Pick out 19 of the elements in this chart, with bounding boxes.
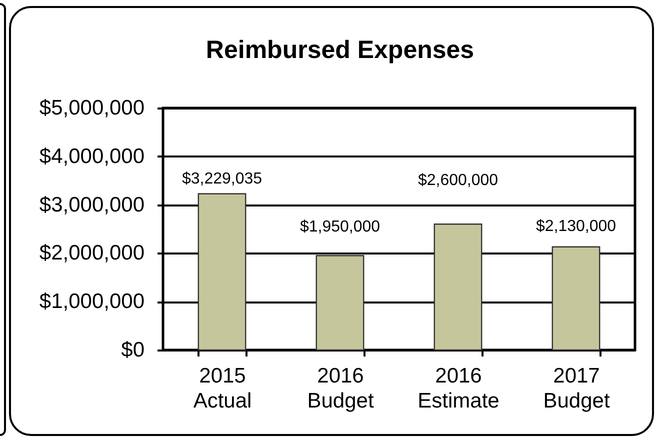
data-label: $2,600,000 xyxy=(418,172,498,190)
x-tick-label: 2016 Estimate xyxy=(418,364,500,412)
y-tick-label: $5,000,000 xyxy=(39,96,144,120)
bar xyxy=(552,246,600,351)
bar xyxy=(198,193,246,351)
data-label: $2,130,000 xyxy=(536,218,616,235)
y-tick-label: $2,000,000 xyxy=(39,242,144,265)
data-label: $3,229,035 xyxy=(182,170,262,188)
bar xyxy=(316,255,364,351)
x-tick-label: 2015 Actual xyxy=(193,364,252,412)
bar xyxy=(434,224,482,351)
y-tick-label: $3,000,000 xyxy=(39,193,144,216)
chart-title: Reimbursed Expenses xyxy=(206,36,474,64)
x-tick-label: 2016 Budget xyxy=(307,364,374,412)
y-tick-label: $0 xyxy=(121,338,144,362)
x-tick-label: 2017 Budget xyxy=(543,364,610,412)
y-tick-label: $4,000,000 xyxy=(39,144,144,168)
data-label: $1,950,000 xyxy=(300,218,380,236)
y-tick-label: $1,000,000 xyxy=(39,290,144,314)
